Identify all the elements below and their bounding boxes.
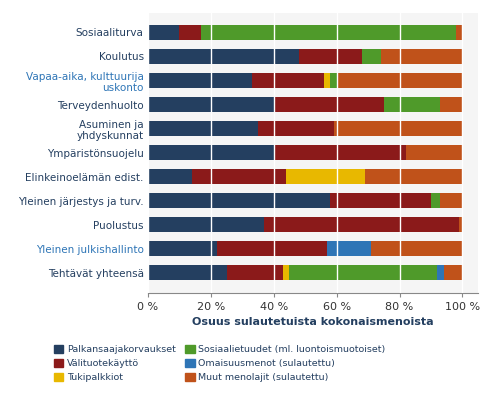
Bar [440,97,462,112]
Bar [330,73,337,88]
Bar [148,169,192,184]
Bar [192,169,286,184]
X-axis label: Osuus sulautetuista kokonaismenoista: Osuus sulautetuista kokonaismenoista [192,317,434,327]
Bar [148,73,252,88]
Bar [330,194,431,208]
Bar [148,217,462,232]
Bar [274,97,384,112]
Bar [252,73,324,88]
Legend: Palkansaajakorvaukset, Välituotekäyttö, Tukipalkkiot, Sosiaalietuudet (ml. luont: Palkansaajakorvaukset, Välituotekäyttö, … [54,345,386,382]
Bar [217,242,327,256]
Bar [371,242,462,256]
Bar [274,145,406,160]
Bar [456,25,462,40]
Bar [148,265,462,280]
Bar [148,169,462,184]
Bar [148,49,462,64]
Bar [227,265,283,280]
Bar [179,25,201,40]
Bar [148,194,462,208]
Bar [148,217,264,232]
Bar [459,217,462,232]
Bar [365,169,462,184]
Bar [324,73,330,88]
Bar [148,121,258,136]
Bar [289,265,437,280]
Bar [440,194,462,208]
Bar [406,145,462,160]
Bar [286,169,365,184]
Bar [337,73,462,88]
Bar [201,25,456,40]
Bar [327,242,371,256]
Bar [148,194,330,208]
Bar [333,121,462,136]
Bar [148,25,179,40]
Bar [258,121,333,136]
Bar [264,217,459,232]
Bar [148,49,299,64]
Bar [148,265,227,280]
Bar [381,49,462,64]
Bar [299,49,362,64]
Bar [148,242,217,256]
Bar [148,145,274,160]
Bar [384,97,440,112]
Bar [431,194,440,208]
Bar [148,97,274,112]
Bar [362,49,381,64]
Bar [148,242,462,256]
Bar [148,121,462,136]
Bar [148,97,462,112]
Bar [148,73,462,88]
Bar [148,145,462,160]
Bar [444,265,462,280]
Bar [437,265,444,280]
Bar [283,265,289,280]
Bar [148,25,462,40]
